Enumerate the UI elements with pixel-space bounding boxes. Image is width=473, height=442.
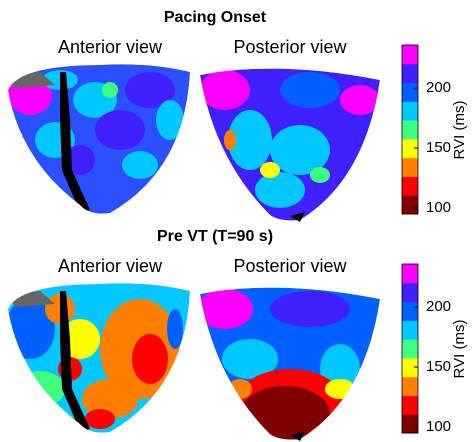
- map-patch: [156, 100, 184, 140]
- colorbar-band: [402, 414, 418, 434]
- colorbar-band: [402, 264, 418, 284]
- colorbar-band: [402, 301, 418, 321]
- view-label: Anterior view: [58, 256, 163, 276]
- colorbar-band: [402, 339, 418, 359]
- colorbar-band: [402, 82, 418, 102]
- map-patch: [132, 334, 168, 384]
- colorbar-band: [402, 176, 418, 196]
- view-label: Anterior view: [58, 37, 163, 57]
- map-patch: [125, 72, 175, 108]
- map-patch: [200, 289, 253, 329]
- colorbar-band: [402, 357, 418, 378]
- map-patch: [167, 309, 183, 349]
- map-patch: [270, 291, 350, 327]
- catheter-tip: [290, 431, 305, 441]
- colorbar-label: RVI (ms): [451, 101, 468, 160]
- colorbar-band: [402, 376, 418, 396]
- map-patch: [222, 339, 278, 379]
- colorbar-band: [402, 282, 418, 303]
- map-patch: [240, 386, 330, 440]
- colorbar-band: [402, 101, 418, 121]
- colorbar-band: [402, 157, 418, 177]
- map-patch: [310, 167, 330, 183]
- catheter: [60, 72, 90, 212]
- map-patch: [65, 145, 95, 175]
- map-patch: [260, 162, 280, 178]
- map-patch: [228, 110, 272, 170]
- colorbar-tick-label: 150: [426, 139, 451, 156]
- colorbar-label: RVI (ms): [451, 320, 468, 379]
- view-label: Posterior view: [233, 37, 347, 57]
- colorbar-tick-label: 100: [426, 418, 451, 435]
- heart-map: [200, 68, 380, 221]
- view-label: Posterior view: [233, 256, 347, 276]
- colorbar-band: [402, 45, 418, 65]
- heart-map: [200, 287, 380, 440]
- colorbar-frame: [401, 44, 419, 215]
- heart-map: [8, 64, 190, 214]
- map-patch: [15, 371, 65, 407]
- map-patch: [228, 379, 252, 399]
- colorbar-tick-label: 150: [426, 358, 451, 375]
- map-patch: [122, 151, 158, 179]
- colorbar-tick-label: 200: [426, 298, 451, 315]
- map-patch: [325, 379, 355, 399]
- colorbar-band: [402, 395, 418, 415]
- map-patch: [82, 379, 138, 419]
- map-patch: [340, 85, 380, 115]
- heart-map: [8, 283, 190, 433]
- panel-title: Pre VT (T=90 s): [157, 228, 273, 245]
- map-patch: [224, 130, 236, 150]
- colorbar-band: [402, 195, 418, 215]
- colorbar-tick-label: 200: [426, 79, 451, 96]
- map-patch: [280, 72, 340, 108]
- catheter-tip: [290, 212, 305, 222]
- colorbar-tick-label: 100: [426, 199, 451, 216]
- catheter: [60, 291, 90, 431]
- colorbar-frame: [401, 263, 419, 434]
- map-patch: [200, 70, 250, 110]
- colorbar-band: [402, 120, 418, 140]
- panel: Pre VT (T=90 s) Anterior view Posterior vi…: [8, 228, 468, 441]
- map-patch: [270, 125, 330, 175]
- map-patch: [102, 82, 118, 98]
- map-patch: [85, 409, 115, 429]
- colorbar-band: [402, 138, 418, 159]
- panel-title: Pacing Onset: [164, 9, 267, 26]
- map-patch: [255, 172, 305, 208]
- map-patch: [95, 110, 145, 150]
- colorbar-band: [402, 320, 418, 340]
- colorbar-band: [402, 63, 418, 84]
